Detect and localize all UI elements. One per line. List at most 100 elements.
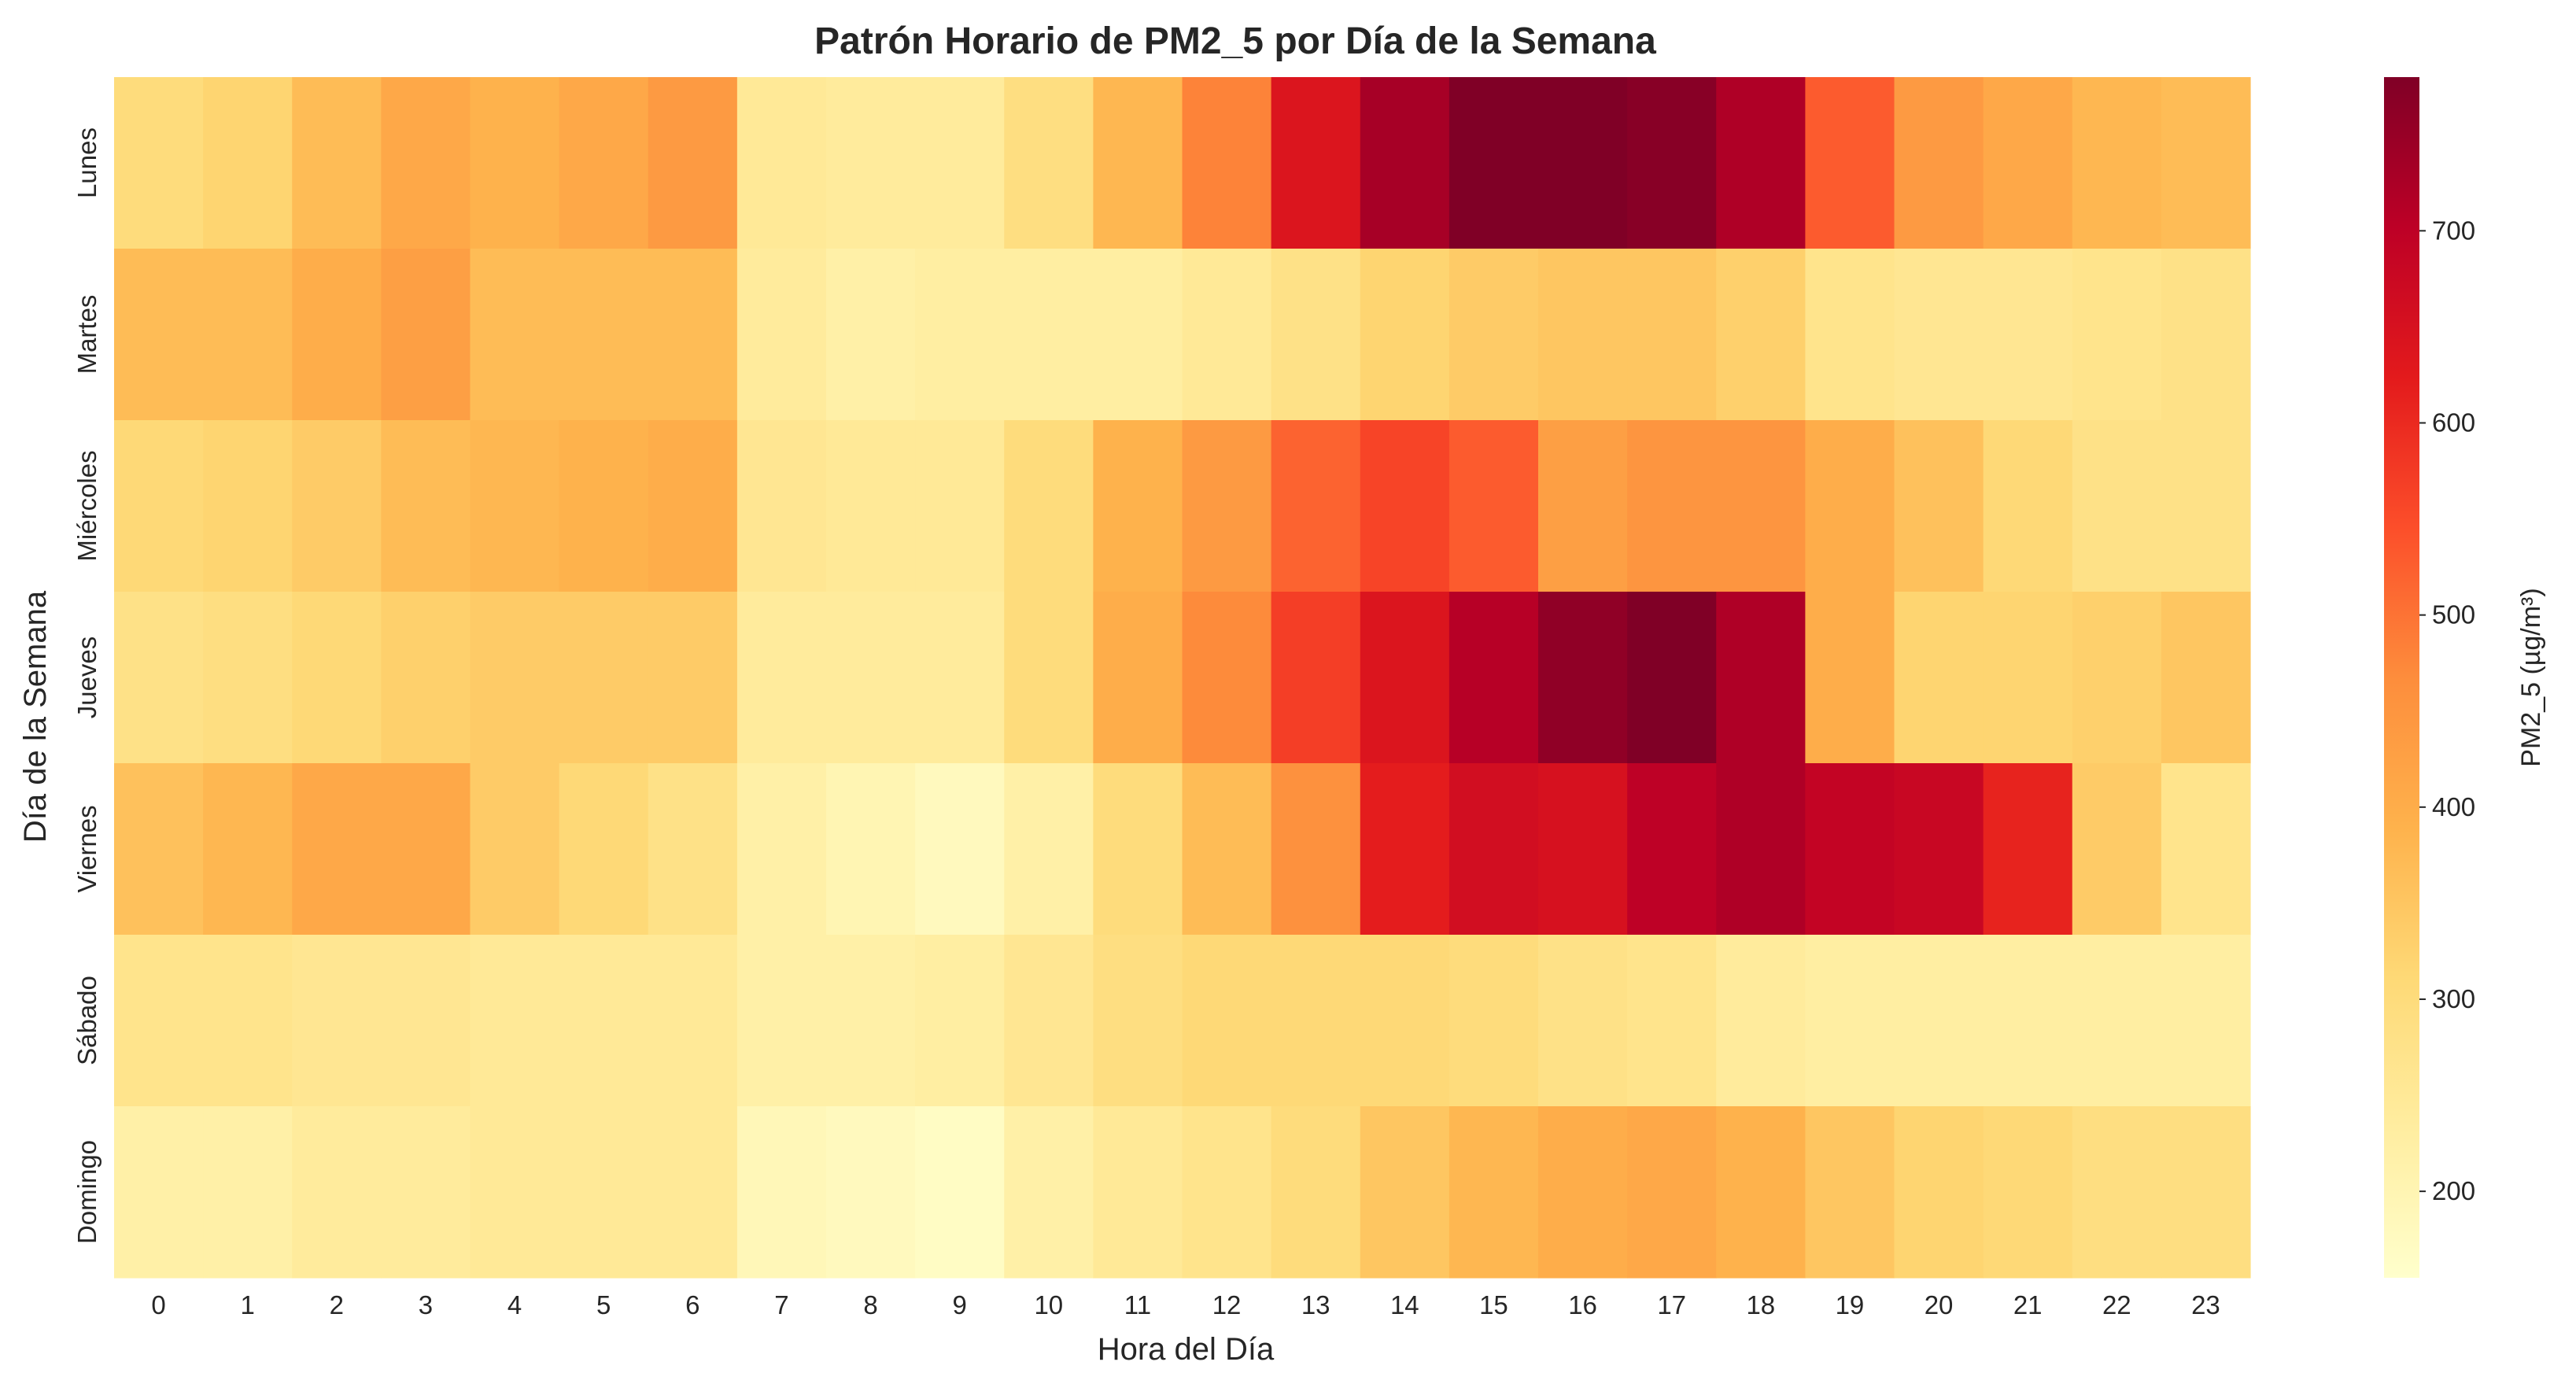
heatmap-cell [559, 1106, 649, 1279]
colorbar-tick-label: 700 [2432, 216, 2475, 245]
heatmap-cell [1627, 420, 1717, 592]
heatmap-cell [736, 1106, 827, 1279]
heatmap-cell [1004, 935, 1094, 1107]
heatmap-cell [1894, 592, 1984, 764]
heatmap-cell [1093, 77, 1183, 249]
heatmap-cell [1627, 249, 1717, 421]
heatmap-cell [648, 249, 738, 421]
x-tick-label: 7 [774, 1290, 788, 1319]
heatmap-cell [915, 935, 1005, 1107]
heatmap-cell [1627, 1106, 1717, 1279]
heatmap-cell [1360, 763, 1450, 936]
heatmap-cell [292, 1106, 382, 1279]
heatmap-cell [915, 1106, 1005, 1279]
x-tick-label: 20 [1925, 1290, 1954, 1319]
heatmap-cell [1182, 592, 1272, 764]
heatmap-cell [1716, 420, 1806, 592]
heatmap-cell [1983, 1106, 2073, 1279]
heatmap-cell [114, 249, 204, 421]
x-tick-label: 9 [953, 1290, 967, 1319]
heatmap-cell [1894, 420, 1984, 592]
heatmap-cell [1716, 1106, 1806, 1279]
x-tick-label: 3 [419, 1290, 433, 1319]
heatmap-cell [826, 77, 916, 249]
heatmap-cell [826, 763, 916, 936]
heatmap-cell [292, 935, 382, 1107]
heatmap-cell [1182, 77, 1272, 249]
heatmap-cell [1894, 763, 1984, 936]
heatmap-cell [114, 763, 204, 936]
x-tick-label: 15 [1479, 1290, 1508, 1319]
heatmap-cell [826, 420, 916, 592]
heatmap-cell [1004, 249, 1094, 421]
heatmap-cell [1894, 249, 1984, 421]
heatmap-cell [292, 592, 382, 764]
heatmap-cell [1182, 763, 1272, 936]
heatmap-cell [1805, 935, 1895, 1107]
heatmap-cell [1627, 77, 1717, 249]
heatmap-cell [470, 592, 560, 764]
heatmap-cell [559, 77, 649, 249]
heatmap-cell [381, 763, 471, 936]
heatmap-cell [1449, 249, 1539, 421]
heatmap-cell [381, 592, 471, 764]
heatmap-cell [1271, 592, 1361, 764]
y-axis-label: Día de la Semana [18, 590, 53, 843]
heatmap-cell [1093, 592, 1183, 764]
chart-title: Patrón Horario de PM2_5 por Día de la Se… [814, 20, 1656, 62]
heatmap-cell [1805, 420, 1895, 592]
heatmap-cell [1093, 1106, 1183, 1279]
heatmap-cell [915, 763, 1005, 936]
heatmap-cell [114, 77, 204, 249]
x-tick-label: 6 [685, 1290, 699, 1319]
heatmap-cell [2161, 935, 2251, 1107]
heatmap-cell [1004, 77, 1094, 249]
heatmap-cell [1004, 592, 1094, 764]
heatmap-cell [1805, 592, 1895, 764]
colorbar-tick-label: 600 [2432, 408, 2475, 437]
heatmap-cell [915, 420, 1005, 592]
heatmap-cell [1004, 1106, 1094, 1279]
heatmap-cell [292, 77, 382, 249]
heatmap-cell [1449, 1106, 1539, 1279]
colorbar [2384, 77, 2419, 1278]
heatmap-cell [648, 763, 738, 936]
heatmap-cell [1983, 249, 2073, 421]
heatmap-cell [1894, 935, 1984, 1107]
heatmap-cell [1805, 763, 1895, 936]
x-tick-label: 19 [1836, 1290, 1865, 1319]
heatmap-cell [1093, 249, 1183, 421]
heatmap-cell [1538, 249, 1628, 421]
heatmap-cell [470, 1106, 560, 1279]
heatmap-cell [292, 249, 382, 421]
heatmap-cell [736, 592, 827, 764]
x-tick-label: 5 [596, 1290, 611, 1319]
heatmap-cell [559, 249, 649, 421]
y-tick-label: Domingo [72, 1140, 101, 1244]
heatmap-cell [1805, 249, 1895, 421]
heatmap-cell [1538, 935, 1628, 1107]
heatmap-cell [648, 420, 738, 592]
heatmap-cell [381, 420, 471, 592]
heatmap-cell [1360, 1106, 1450, 1279]
heatmap-cell [1182, 1106, 1272, 1279]
heatmap-cell [826, 1106, 916, 1279]
heatmap-cell [1093, 763, 1183, 936]
heatmap-cell [470, 935, 560, 1107]
heatmap-cell [1716, 935, 1806, 1107]
heatmap-cell [1538, 77, 1628, 249]
heatmap-cell [736, 763, 827, 936]
x-tick-label: 18 [1746, 1290, 1775, 1319]
x-tick-label: 1 [241, 1290, 255, 1319]
heatmap-cell [736, 77, 827, 249]
heatmap-cell [1983, 77, 2073, 249]
heatmap-cell [114, 1106, 204, 1279]
heatmap-cell [1538, 420, 1628, 592]
x-tick-label: 12 [1212, 1290, 1242, 1319]
heatmap-cell [1627, 935, 1717, 1107]
heatmap-cell [1716, 77, 1806, 249]
heatmap-cell [2161, 77, 2251, 249]
heatmap-cell [736, 935, 827, 1107]
heatmap-cell [736, 420, 827, 592]
